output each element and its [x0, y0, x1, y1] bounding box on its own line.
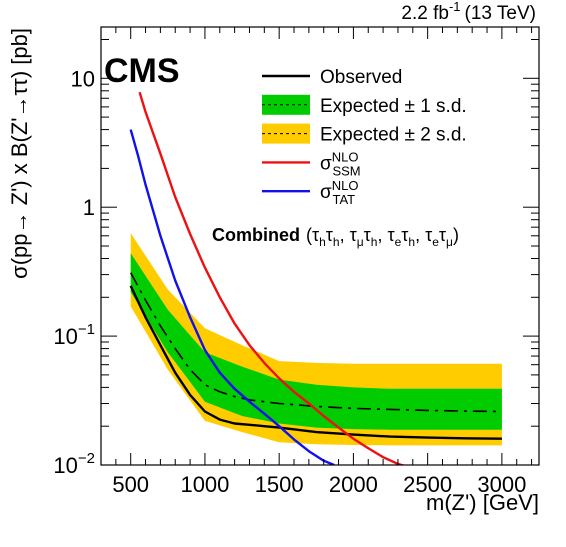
x-ticks: 500 1000 1500 2000 2500 3000: [100, 27, 533, 497]
curve-ssm: [138, 91, 406, 465]
x-tick-label: 3000: [477, 472, 526, 497]
y-tick-label: 10: [71, 66, 95, 91]
y-tick-label: 1: [83, 195, 95, 220]
y-tick-label: 10−1: [53, 321, 95, 349]
limit-curves: [129, 91, 502, 465]
x-tick-label: 1500: [255, 472, 304, 497]
y-tick-label: 10−2: [53, 450, 95, 478]
x-tick-label: 2500: [403, 472, 452, 497]
y-ticks: 10−2 10−1 1 10: [53, 38, 539, 478]
curve-observed: [129, 285, 502, 440]
x-tick-label: 1000: [180, 472, 229, 497]
legend-label: Expected ± 2 s.d.: [320, 125, 467, 146]
x-tick-label: 2000: [329, 472, 378, 497]
x-tick-label: 500: [112, 472, 149, 497]
legend-entry: σNLO TAT: [262, 178, 358, 207]
x-axis-label: m(Z') [GeV]: [426, 490, 539, 515]
legend-entry: σNLO SSM: [262, 149, 361, 178]
channel-label-text: Combined: [212, 225, 300, 245]
legend-entry: Expected ± 1 s.d.: [262, 94, 467, 117]
legend-label: Observed: [320, 67, 402, 88]
lumi-unit-exponent: -1: [449, 0, 461, 14]
lumi-value: 2.2 fb: [401, 3, 449, 24]
curve-tat: [129, 129, 335, 465]
legend-label: Expected ± 1 s.d.: [320, 96, 467, 117]
lumi-energy: (13 TeV): [465, 3, 536, 24]
legend-label: σNLO SSM: [320, 149, 361, 178]
legend-entry: Expected ± 2 s.d.: [262, 123, 467, 146]
y-axis-label: σ(pp→ Z') x B(Z'→ττ) [pb]: [7, 28, 32, 279]
experiment-label: CMS: [104, 52, 180, 90]
curve-expected: [129, 272, 502, 413]
band-one-sigma: [130, 253, 502, 430]
luminosity-label: 2.2 fb-1 (13 TeV): [401, 0, 536, 24]
legend-entry: Observed: [262, 67, 402, 88]
legend-label: σNLO TAT: [320, 178, 358, 207]
legend: Observed Expected ± 1 s.d. Expected ± 2 s.…: [262, 67, 467, 207]
